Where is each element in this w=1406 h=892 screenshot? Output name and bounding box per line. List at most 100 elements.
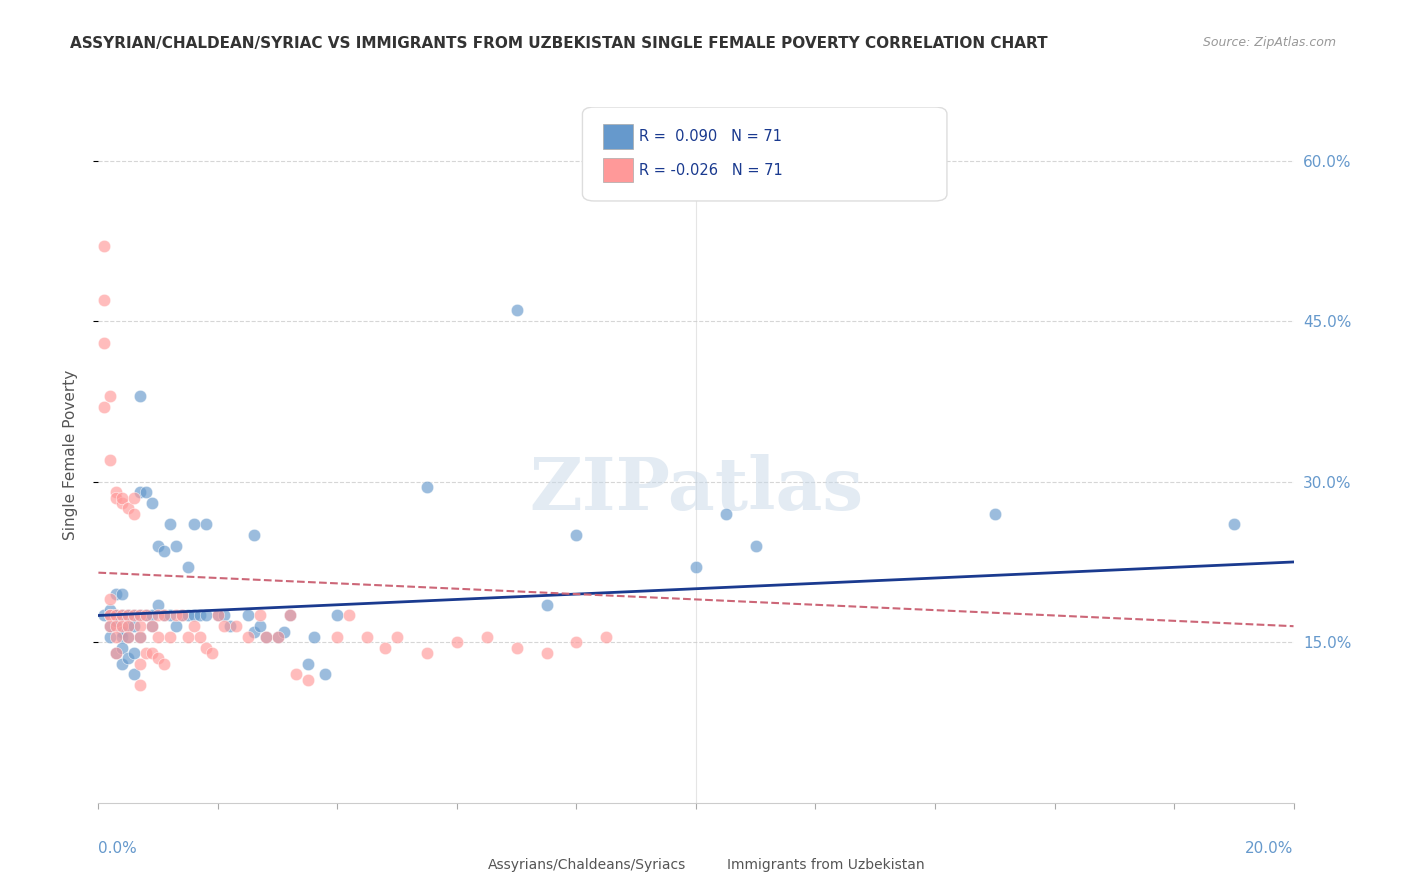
Point	[124, 491, 146, 505]
Point	[100, 389, 122, 403]
Y-axis label: Single Female Poverty: Single Female Poverty	[63, 370, 77, 540]
Point	[148, 630, 170, 644]
Point	[117, 608, 139, 623]
Point	[124, 667, 146, 681]
Point	[100, 619, 122, 633]
Point	[117, 619, 139, 633]
Point	[129, 630, 152, 644]
Point	[111, 496, 134, 510]
Point	[117, 619, 139, 633]
Point	[148, 651, 170, 665]
Point	[385, 630, 409, 644]
Point	[105, 587, 128, 601]
Point	[416, 646, 439, 660]
Point	[565, 635, 588, 649]
Point	[105, 646, 128, 660]
Point	[100, 592, 122, 607]
Text: Assyrians/Chaldeans/Syriacs: Assyrians/Chaldeans/Syriacs	[488, 858, 686, 872]
Point	[93, 239, 115, 253]
Point	[93, 608, 115, 623]
Point	[111, 608, 134, 623]
Point	[117, 630, 139, 644]
Point	[195, 640, 218, 655]
Point	[177, 630, 200, 644]
Point	[714, 507, 737, 521]
Point	[148, 598, 170, 612]
Point	[177, 560, 200, 574]
Point	[326, 608, 349, 623]
Point	[124, 608, 146, 623]
Text: 20.0%: 20.0%	[1246, 841, 1294, 856]
Point	[124, 619, 146, 633]
Text: Immigrants from Uzbekistan: Immigrants from Uzbekistan	[727, 858, 925, 872]
Point	[302, 630, 325, 644]
FancyBboxPatch shape	[603, 158, 633, 182]
Point	[595, 630, 617, 644]
Point	[536, 598, 558, 612]
Point	[135, 608, 157, 623]
Point	[124, 507, 146, 521]
Point	[315, 667, 337, 681]
Text: 0.0%: 0.0%	[98, 841, 138, 856]
Text: Source: ZipAtlas.com: Source: ZipAtlas.com	[1202, 36, 1336, 49]
Point	[225, 619, 247, 633]
Point	[159, 630, 181, 644]
Point	[129, 389, 152, 403]
Point	[135, 485, 157, 500]
FancyBboxPatch shape	[451, 848, 481, 869]
Point	[129, 657, 152, 671]
Point	[105, 485, 128, 500]
Point	[105, 608, 128, 623]
Point	[745, 539, 768, 553]
Point	[129, 608, 152, 623]
Point	[254, 630, 277, 644]
Point	[201, 646, 224, 660]
Point	[100, 608, 122, 623]
Point	[141, 608, 163, 623]
Point	[339, 608, 360, 623]
Point	[153, 657, 176, 671]
Point	[117, 630, 139, 644]
Point	[124, 608, 146, 623]
Point	[267, 630, 290, 644]
Point	[105, 608, 128, 623]
Point	[105, 630, 128, 644]
Point	[207, 608, 229, 623]
Point	[565, 528, 588, 542]
Point	[111, 608, 134, 623]
Point	[416, 480, 439, 494]
Point	[254, 630, 277, 644]
Point	[117, 608, 139, 623]
Point	[249, 619, 271, 633]
Point	[111, 624, 134, 639]
Point	[141, 496, 163, 510]
Point	[685, 560, 707, 574]
Point	[356, 630, 378, 644]
Point	[141, 646, 163, 660]
Point	[536, 646, 558, 660]
Text: ASSYRIAN/CHALDEAN/SYRIAC VS IMMIGRANTS FROM UZBEKISTAN SINGLE FEMALE POVERTY COR: ASSYRIAN/CHALDEAN/SYRIAC VS IMMIGRANTS F…	[70, 36, 1047, 51]
Point	[374, 640, 396, 655]
Point	[326, 630, 349, 644]
Point	[188, 630, 211, 644]
Point	[117, 651, 139, 665]
Point	[236, 630, 259, 644]
Text: ZIPatlas: ZIPatlas	[529, 454, 863, 525]
Point	[129, 608, 152, 623]
Point	[212, 619, 235, 633]
Point	[148, 608, 170, 623]
Point	[236, 608, 259, 623]
Point	[100, 608, 122, 623]
Point	[111, 630, 134, 644]
Point	[165, 608, 187, 623]
Point	[183, 619, 205, 633]
Point	[117, 501, 139, 516]
Point	[135, 608, 157, 623]
Point	[278, 608, 301, 623]
Point	[177, 608, 200, 623]
Point	[212, 608, 235, 623]
Point	[183, 608, 205, 623]
Point	[165, 619, 187, 633]
Point	[129, 678, 152, 692]
Point	[984, 507, 1007, 521]
